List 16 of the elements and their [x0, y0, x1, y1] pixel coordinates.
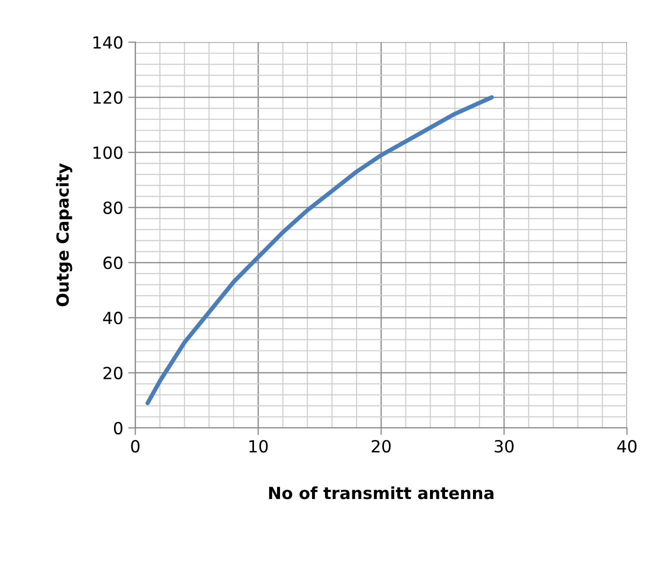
x-tick-label: 30	[494, 440, 514, 453]
y-tick-label: 60	[103, 256, 122, 270]
y-tick-label: 100	[94, 146, 122, 159]
x-tick-label: 20	[372, 440, 391, 453]
x-tick-label: 40	[617, 440, 636, 453]
y-tick-label: 80	[103, 201, 122, 214]
y-tick-label: 120	[94, 91, 122, 104]
y-axis-title: Outge Capacity	[56, 163, 72, 306]
x-tick-label: 0	[131, 440, 140, 453]
y-tick-label: 20	[104, 366, 122, 380]
x-axis-title: No of transmitt antenna	[269, 486, 494, 500]
line-series	[146, 95, 494, 406]
y-tick-label: 40	[103, 312, 122, 324]
y-tick-label: 0	[114, 422, 122, 434]
x-tick-label: 10	[249, 440, 268, 453]
y-tick-label: 140	[94, 36, 122, 49]
